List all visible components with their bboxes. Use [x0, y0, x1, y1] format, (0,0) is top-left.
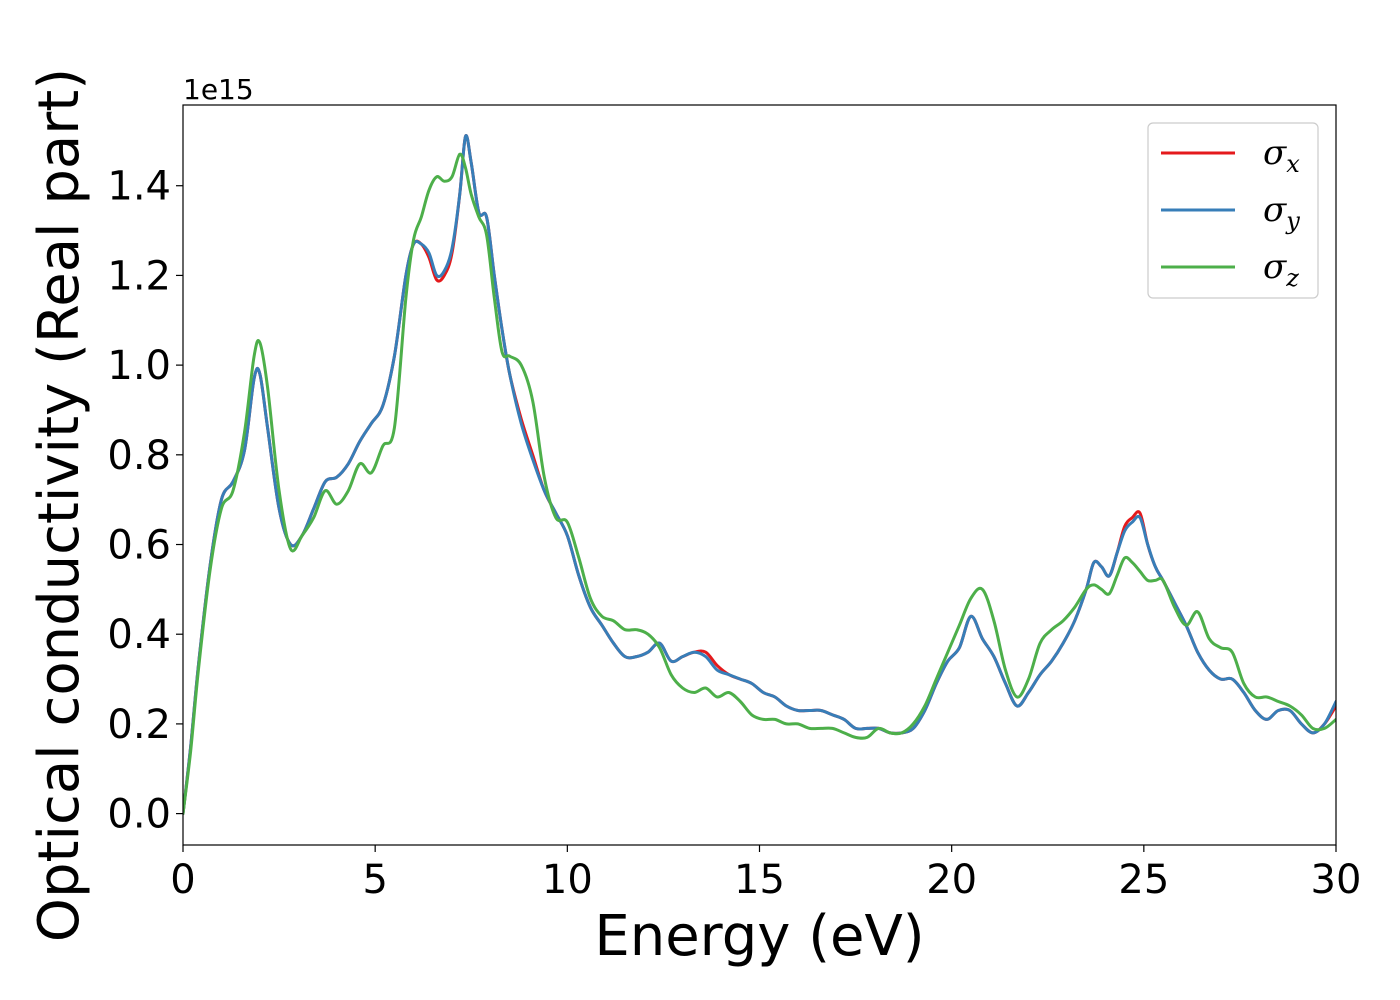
y-tick-label: 0.8: [107, 433, 171, 479]
series-line-y: [183, 134, 1336, 816]
y-tick-label: 1.2: [107, 253, 171, 299]
x-tick-label: 20: [926, 857, 977, 903]
x-tick-label: 5: [362, 857, 387, 903]
y-axis-offset-label: 1e15: [183, 73, 254, 106]
x-tick-label: 0: [170, 857, 195, 903]
x-tick-label: 30: [1311, 857, 1362, 903]
x-axis-title: Energy (eV): [594, 904, 924, 969]
y-axis-ticks: 0.0 0.2 0.4 0.6 0.8 1.0 1.2 1.4: [107, 164, 183, 838]
series-line-z: [183, 152, 1336, 816]
x-tick-label: 10: [542, 857, 593, 903]
y-tick-label: 0.4: [107, 612, 171, 658]
y-tick-label: 0.2: [107, 702, 171, 748]
y-tick-label: 1.4: [107, 164, 171, 210]
x-tick-label: 15: [734, 857, 785, 903]
y-tick-label: 0.0: [107, 792, 171, 838]
x-axis-ticks: 0 5 10 15 20 25 30: [170, 845, 1361, 903]
y-tick-label: 0.6: [107, 523, 171, 569]
y-axis-title: Optical conductivity (Real part): [27, 68, 92, 942]
y-tick-label: 1.0: [107, 343, 171, 389]
x-tick-label: 25: [1118, 857, 1169, 903]
series-lines: [183, 134, 1336, 816]
